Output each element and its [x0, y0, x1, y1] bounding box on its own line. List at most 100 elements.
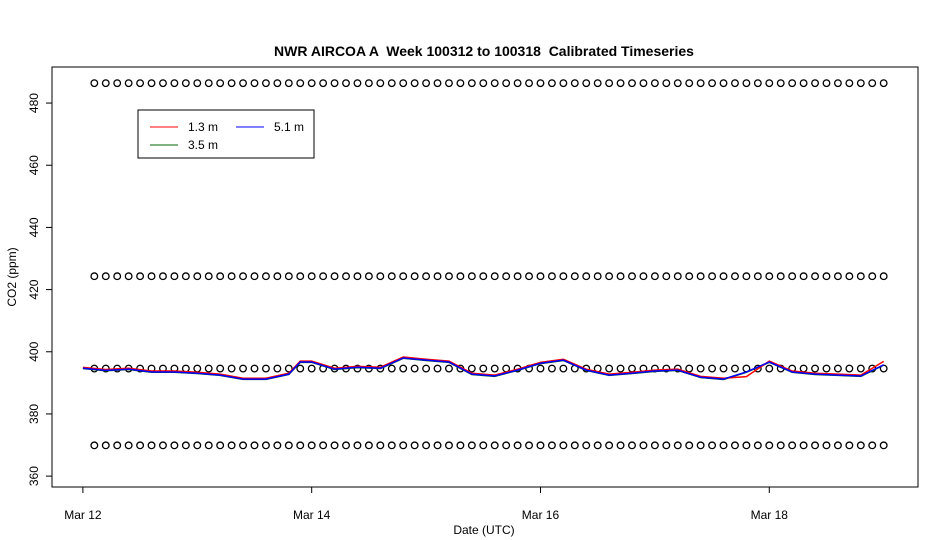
calibration-point [685, 272, 694, 281]
calibration-point [536, 79, 545, 88]
calibration-point [319, 79, 328, 88]
calibration-point [845, 272, 854, 281]
calibration-point [662, 272, 671, 281]
calibration-point [673, 272, 682, 281]
calibration-point [261, 441, 270, 450]
calibration-point [227, 364, 236, 373]
calibration-point [353, 441, 362, 450]
calibration-point [456, 272, 465, 281]
calibration-point [696, 272, 705, 281]
calibration-point [330, 272, 339, 281]
calibration-point [547, 272, 556, 281]
calibration-point [399, 272, 408, 281]
calibration-point [765, 441, 774, 450]
calibration-point [628, 79, 636, 88]
calibration-point [399, 364, 408, 373]
calibration-point [525, 272, 533, 281]
calibration-point [822, 364, 831, 373]
calibration-point [731, 364, 739, 373]
calibration-point [364, 79, 373, 88]
calibration-point [673, 441, 682, 450]
calibration-point [696, 79, 705, 88]
y-tick-label: 360 [27, 466, 41, 486]
calibration-point [90, 272, 99, 281]
calibration-point [364, 272, 373, 281]
calibration-point [742, 272, 751, 281]
calibration-point [353, 79, 362, 88]
calibration-point [753, 272, 762, 281]
y-tick-label: 480 [27, 93, 41, 113]
calibration-point [719, 441, 728, 450]
calibration-point [330, 441, 339, 450]
calibration-point [490, 79, 499, 88]
calibration-point [719, 364, 728, 373]
calibration-point [250, 79, 259, 88]
calibration-point [467, 79, 476, 88]
calibration-point [433, 272, 442, 281]
calibration-point [616, 272, 625, 281]
calibration-point [387, 441, 396, 450]
calibration-point [811, 441, 819, 450]
calibration-point [868, 79, 877, 88]
calibration-point [616, 364, 625, 373]
calibration-point [239, 441, 247, 450]
calibration-point [547, 364, 556, 373]
calibration-point [307, 79, 316, 88]
calibration-point [742, 79, 751, 88]
calibration-point [204, 364, 213, 373]
calibration-point [376, 272, 385, 281]
calibration-point [261, 79, 270, 88]
calibration-point [204, 272, 213, 281]
calibration-point [216, 441, 225, 450]
calibration-point [181, 441, 190, 450]
calibration-point [479, 79, 488, 88]
calibration-point [833, 364, 842, 373]
calibration-point [811, 272, 819, 281]
calibration-point [708, 79, 717, 88]
chart-title: NWR AIRCOA A Week 100312 to 100318 Calib… [274, 43, 694, 59]
calibration-point [284, 79, 293, 88]
calibration-point [788, 79, 797, 88]
calibration-point [731, 441, 739, 450]
calibration-point [193, 364, 202, 373]
calibration-point [673, 364, 682, 373]
calibration-point [719, 272, 728, 281]
calibration-point [799, 272, 808, 281]
calibration-point [547, 441, 556, 450]
calibration-point [593, 272, 602, 281]
calibration-point [673, 79, 682, 88]
calibration-point [593, 441, 602, 450]
calibration-point [376, 79, 385, 88]
calibration-point [273, 441, 282, 450]
calibration-point [490, 364, 499, 373]
calibration-point [833, 441, 842, 450]
calibration-point [708, 441, 717, 450]
calibration-point [296, 79, 305, 88]
calibration-point [856, 272, 865, 281]
calibration-point [776, 441, 785, 450]
calibration-point [273, 79, 282, 88]
calibration-point [399, 79, 408, 88]
calibration-point [319, 272, 328, 281]
calibration-point [364, 441, 373, 450]
calibration-point [788, 272, 797, 281]
calibration-point [227, 79, 236, 88]
calibration-point [502, 441, 511, 450]
calibration-point [330, 79, 339, 88]
calibration-point [845, 364, 854, 373]
calibration-point [868, 272, 877, 281]
calibration-point [296, 441, 305, 450]
calibration-point [616, 441, 625, 450]
calibration-point [101, 79, 110, 88]
calibration-point [136, 441, 145, 450]
calibration-point [410, 441, 419, 450]
calibration-point [799, 79, 808, 88]
y-tick-label: 380 [27, 404, 41, 424]
calibration-point [845, 79, 854, 88]
calibration-point [410, 364, 419, 373]
calibration-point [536, 364, 545, 373]
calibration-point [639, 79, 648, 88]
legend [137, 109, 315, 159]
calibration-point [342, 441, 350, 450]
calibration-point [296, 364, 305, 373]
